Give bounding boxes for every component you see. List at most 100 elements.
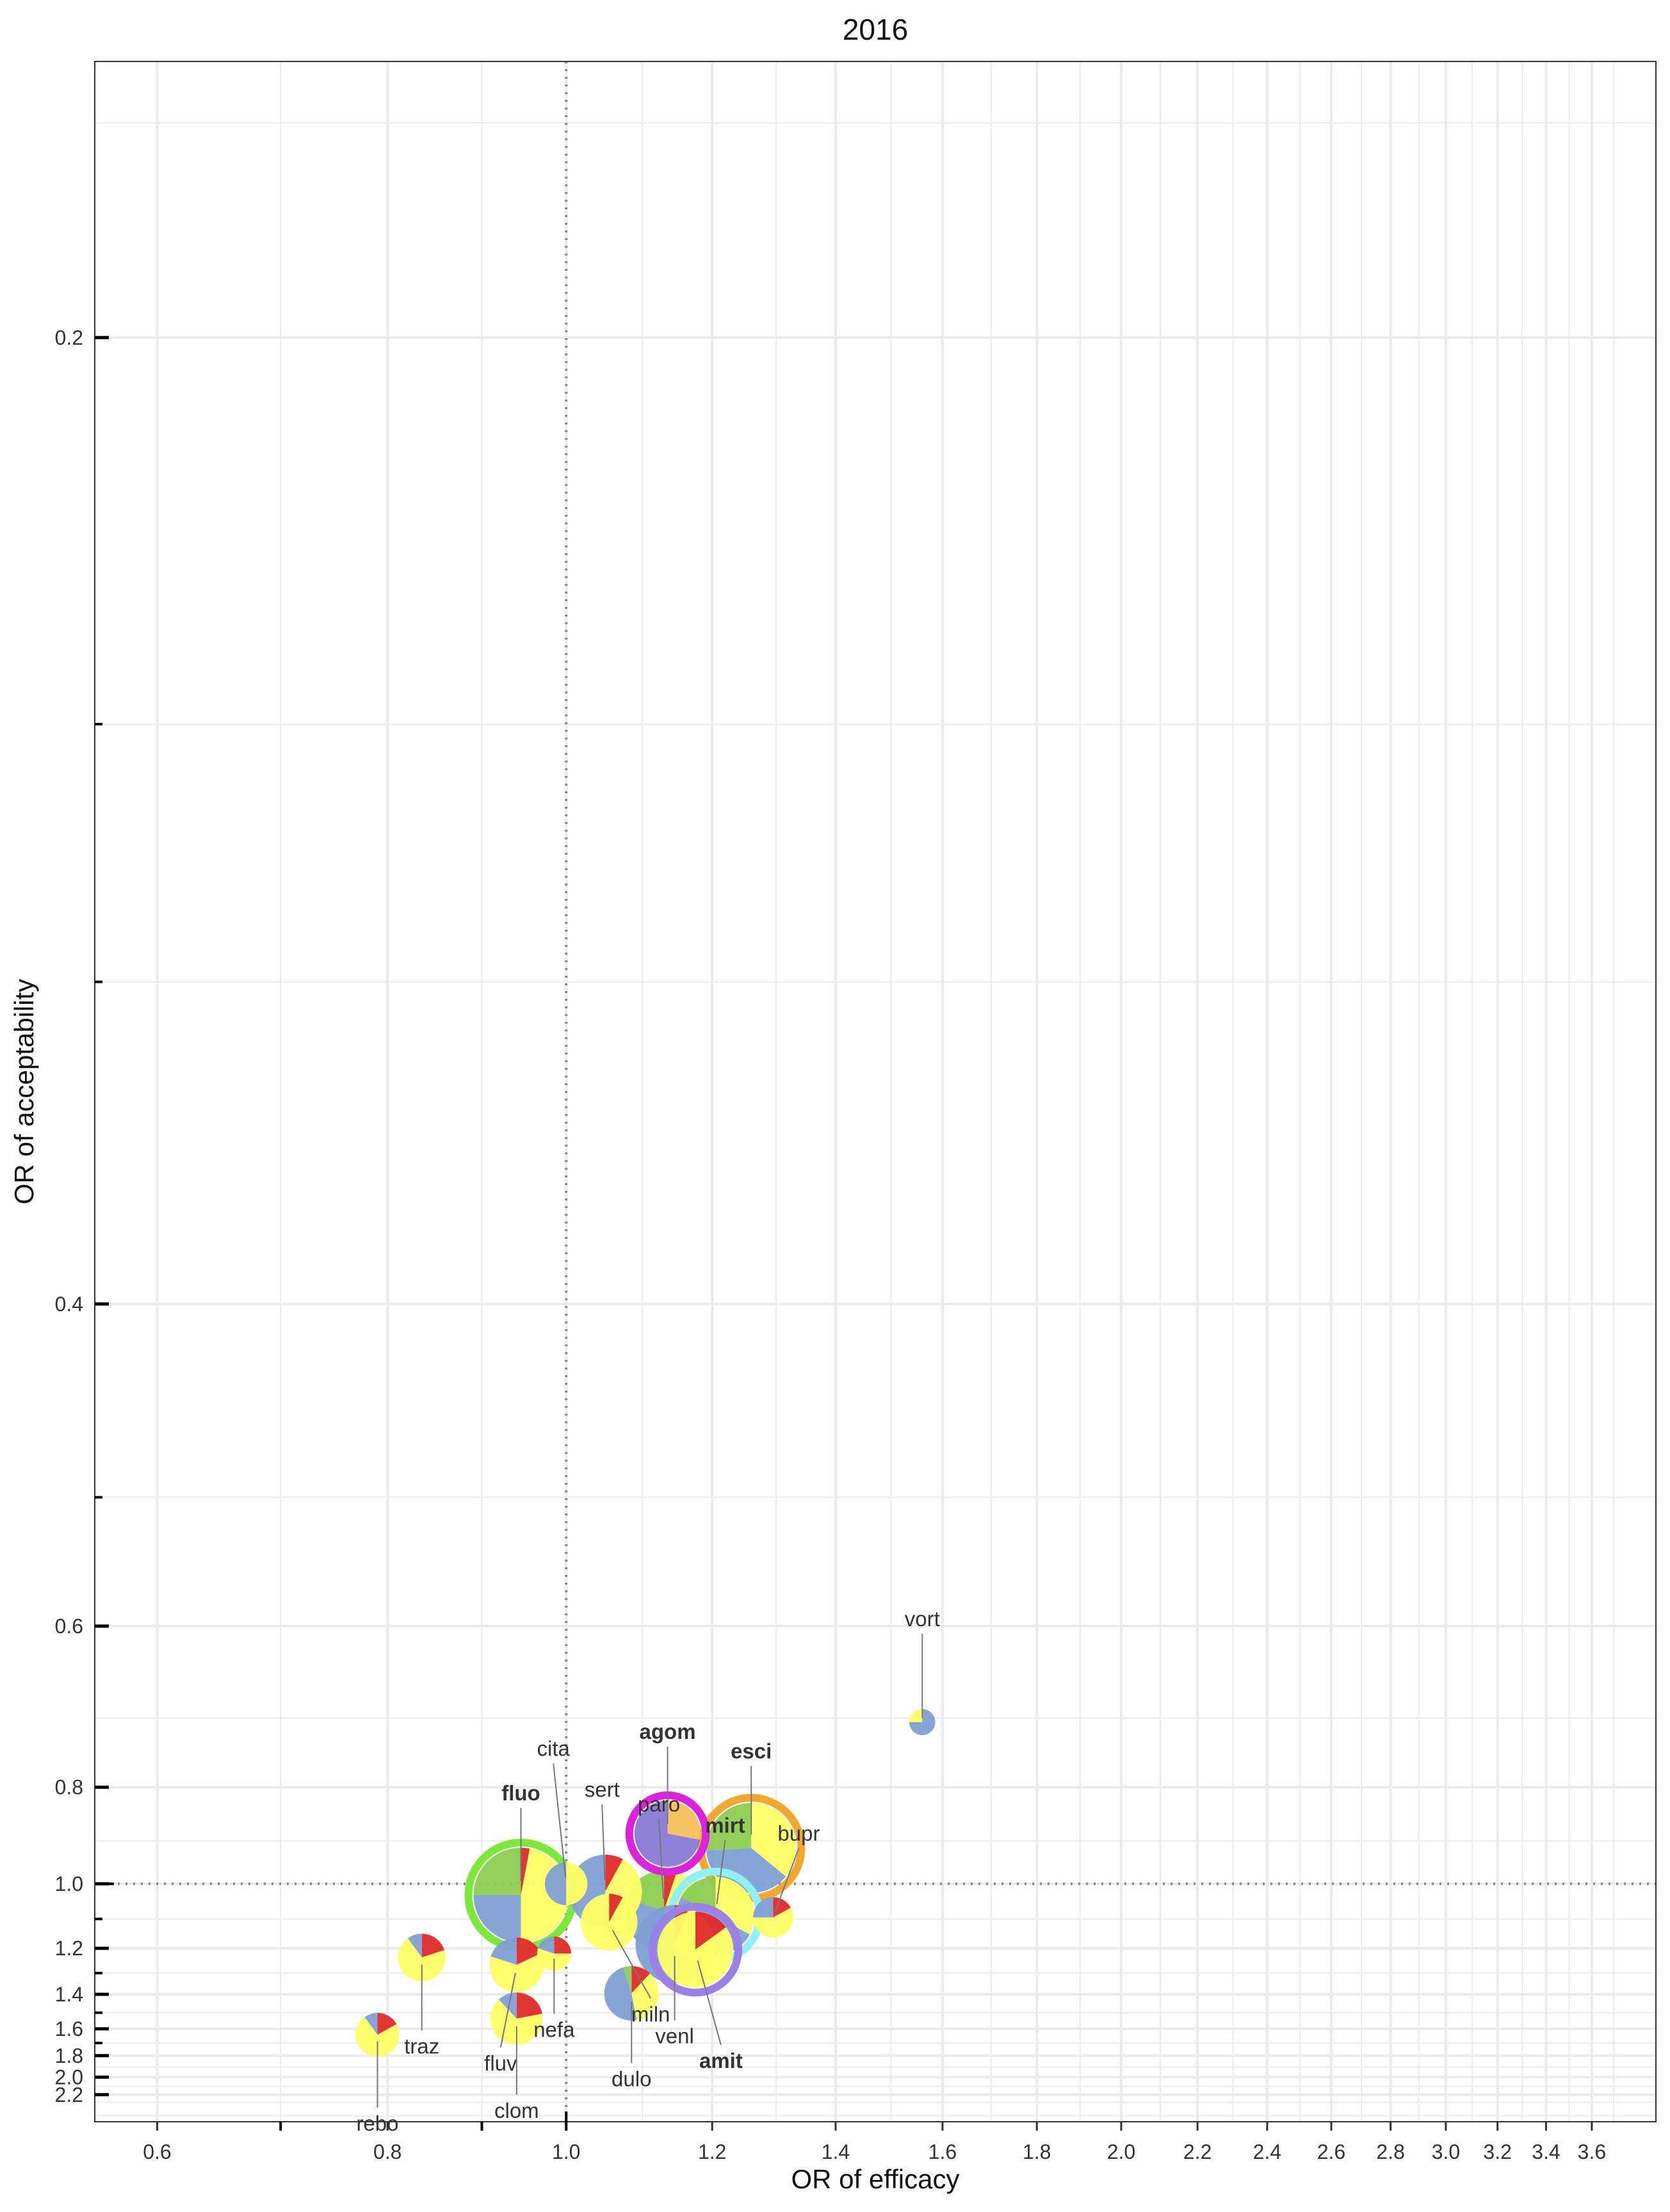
- point-label-fluv: fluv: [484, 2051, 517, 2075]
- grid: [95, 61, 1656, 2122]
- x-tick-label: 0.6: [143, 2140, 171, 2163]
- point-miln: [580, 1893, 638, 1951]
- point-label-nefa: nefa: [533, 2017, 575, 2041]
- pie-slice-yellow: [489, 1953, 544, 1992]
- chart-title: 2016: [843, 13, 908, 46]
- point-label-miln: miln: [631, 2002, 670, 2026]
- pie-slice-green: [706, 1803, 752, 1851]
- y-tick-label: 1.6: [55, 2017, 83, 2040]
- leader-line: [499, 1973, 516, 2048]
- pie-slice-blue: [473, 1895, 521, 1943]
- pie-slice-orange: [667, 1800, 701, 1840]
- x-tick-label: 2.6: [1317, 2140, 1345, 2163]
- pie-slice-red: [695, 1911, 726, 1950]
- pie-slice-blue: [364, 2013, 378, 2035]
- point-nefa: [537, 1936, 571, 1971]
- pie-slice-yellow: [355, 2017, 400, 2057]
- pie-slice-yellow: [398, 1938, 446, 1982]
- x-tick-label: 3.6: [1578, 2140, 1606, 2163]
- leader-line: [658, 1819, 665, 1899]
- point-label-bupr: bupr: [777, 1821, 820, 1845]
- point-label-clom: clom: [494, 2099, 539, 2122]
- point-rebo: [355, 2013, 400, 2057]
- y-tick-label: 0.8: [55, 1775, 83, 1798]
- x-tick-label: 1.4: [822, 2140, 850, 2163]
- point-label-amit: amit: [699, 2049, 743, 2072]
- pie-slice-red: [773, 1897, 791, 1917]
- y-tick-label: 1.4: [55, 1983, 83, 2006]
- pie-slice-blue: [537, 1936, 555, 1954]
- y-tick-label: 0.2: [55, 326, 83, 349]
- leader-line: [612, 1930, 652, 1999]
- leader-line: [774, 1848, 800, 1912]
- x-axis-title: OR of efficacy: [791, 2164, 960, 2194]
- point-bupr: [753, 1897, 793, 1938]
- pie-slice-blue: [490, 1937, 517, 1965]
- x-tick-label: 0.8: [373, 2140, 401, 2163]
- pie-slice-green: [473, 1848, 521, 1896]
- point-label-sert: sert: [585, 1777, 620, 1801]
- pie-slice-blue: [545, 1862, 567, 1905]
- pie-slice-red: [609, 1893, 623, 1923]
- pie-slice-blue: [407, 1933, 422, 1958]
- axes: 0.6 0.8 1.0 1.2 1.4 1.6 1.8 2.0 2.2 2.4 2.6 2.8 3.0 3…: [55, 326, 1607, 2163]
- leader-line: [697, 1960, 722, 2046]
- panel-border: [94, 61, 1657, 2122]
- y-tick-label: 0.6: [55, 1615, 83, 1638]
- pie-slice-red: [516, 1992, 542, 2019]
- x-tick-label: 1.6: [928, 2140, 957, 2163]
- point-label-venl: venl: [655, 2024, 694, 2048]
- pie-slice-yellow: [751, 1803, 797, 1877]
- leader-line: [553, 1763, 567, 1878]
- point-label-mirt: mirt: [705, 1813, 745, 1837]
- pie-slice-red: [421, 1933, 444, 1958]
- pie-slice-red: [554, 1936, 571, 1954]
- point-label-fluo: fluo: [501, 1781, 540, 1805]
- pie-slice-yellow: [657, 1911, 734, 1988]
- point-dulo: [604, 1966, 659, 2021]
- x-tick-label: 1.0: [552, 2140, 580, 2163]
- pie-slice-yellow: [580, 1893, 638, 1951]
- y-tick-label: 2.2: [55, 2083, 83, 2106]
- y-tick-label: 0.4: [55, 1293, 83, 1316]
- x-tick-label: 1.2: [698, 2140, 726, 2163]
- pie-slice-green: [623, 1966, 632, 1994]
- point-traz: [398, 1933, 446, 1982]
- y-tick-label: 2.0: [55, 2065, 83, 2088]
- point-label-paro: paro: [638, 1793, 680, 1816]
- point-cita: [545, 1862, 588, 1905]
- point-label-rebo: rebo: [356, 2111, 398, 2135]
- y-tick-label: 1.0: [55, 1872, 83, 1895]
- pie-slice-blue: [753, 1897, 774, 1917]
- pie-slice-red: [521, 1848, 530, 1896]
- point-labels: vort agom esci cita sert fluo paro mirt bupr miln…: [356, 1607, 939, 2135]
- point-fluv: [489, 1937, 544, 1992]
- leader-line: [716, 1840, 726, 1905]
- pie-slice-violet: [634, 1800, 701, 1867]
- pie-slice-red: [664, 1870, 677, 1911]
- point-label-dulo: dulo: [612, 2067, 651, 2090]
- pie-slice-red: [377, 2013, 397, 2035]
- y-tick-label: 1.2: [55, 1937, 83, 1960]
- x-tick-label: 1.8: [1023, 2140, 1051, 2163]
- pie-slice-red: [605, 1854, 623, 1892]
- point-amit: [648, 1902, 743, 1997]
- x-tick-label: 2.2: [1183, 2140, 1212, 2163]
- x-tick-label: 2.8: [1376, 2140, 1404, 2163]
- y-tick-label: 1.8: [55, 2044, 83, 2067]
- pie-slice-blue: [498, 1992, 517, 2019]
- point-label-agom: agom: [640, 1720, 696, 1743]
- pie-slice-yellow: [909, 1709, 923, 1722]
- point-label-vort: vort: [905, 1607, 940, 1631]
- y-axis-title: OR of acceptability: [9, 979, 39, 1205]
- pie-slice-yellow: [753, 1907, 793, 1938]
- pie-slice-yellow: [631, 1973, 659, 2021]
- x-tick-label: 2.4: [1253, 2140, 1281, 2163]
- pie-slice-red: [516, 1937, 542, 1965]
- pie-slice-yellow: [566, 1862, 588, 1905]
- point-label-traz: traz: [404, 2034, 439, 2058]
- point-vort: [909, 1709, 936, 1736]
- point-label-esci: esci: [731, 1739, 772, 1763]
